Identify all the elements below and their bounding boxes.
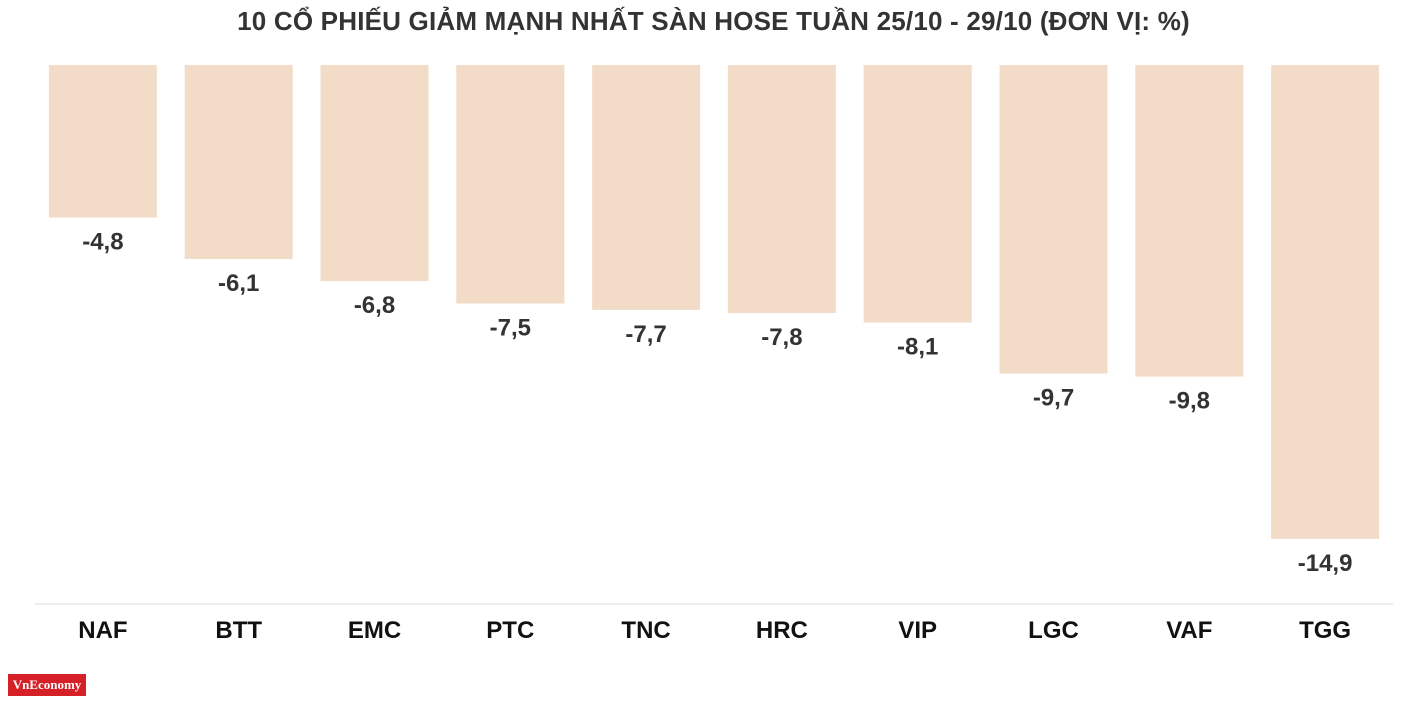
bar-btt: [184, 65, 293, 259]
value-label-btt: -6,1: [218, 270, 259, 297]
bar-tgg: [1271, 65, 1380, 539]
category-label-ptc: PTC: [486, 617, 534, 644]
bar-emc: [320, 65, 429, 282]
value-label-vaf: -9,8: [1169, 388, 1210, 415]
bar-vip: [863, 65, 972, 323]
chart-title: 10 CỔ PHIẾU GIẢM MẠNH NHẤT SÀN HOSE TUẦN…: [237, 6, 1190, 36]
category-label-emc: EMC: [348, 617, 401, 644]
category-label-naf: NAF: [78, 617, 127, 644]
value-label-lgc: -9,7: [1033, 385, 1074, 412]
value-label-ptc: -7,5: [490, 315, 531, 342]
value-label-hrc: -7,8: [761, 324, 802, 351]
category-label-tnc: TNC: [621, 617, 670, 644]
category-label-tgg: TGG: [1299, 617, 1351, 644]
value-label-emc: -6,8: [354, 292, 395, 319]
category-label-btt: BTT: [215, 617, 262, 644]
value-label-tnc: -7,7: [625, 321, 666, 348]
value-label-vip: -8,1: [897, 334, 938, 361]
category-label-vaf: VAF: [1166, 617, 1212, 644]
bar-ptc: [456, 65, 565, 304]
bar-lgc: [999, 65, 1108, 374]
value-label-naf: -4,8: [82, 229, 123, 256]
bar-naf: [48, 65, 157, 218]
bar-hrc: [727, 65, 836, 313]
category-label-vip: VIP: [898, 617, 937, 644]
category-label-lgc: LGC: [1028, 617, 1079, 644]
bar-tnc: [592, 65, 701, 310]
brand-logo: VnEconomy: [8, 674, 86, 696]
bar-vaf: [1135, 65, 1244, 377]
category-label-hrc: HRC: [756, 617, 808, 644]
value-label-tgg: -14,9: [1298, 550, 1353, 577]
